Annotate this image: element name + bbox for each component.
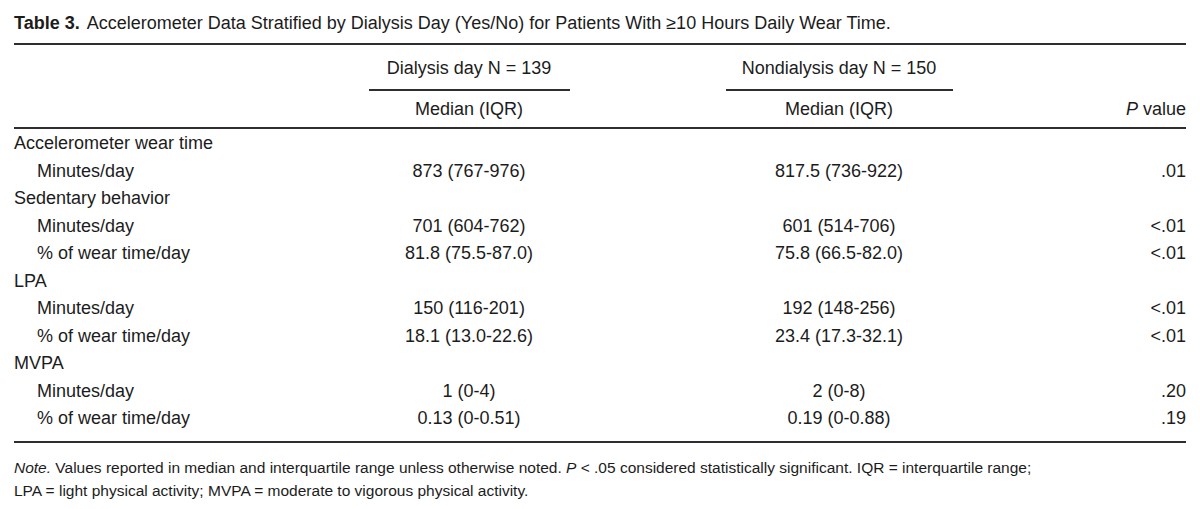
- table-row: Minutes/day 873 (767-976) 817.5 (736-922…: [14, 158, 1186, 186]
- row-label: Minutes/day: [14, 213, 344, 241]
- row-label: Minutes/day: [14, 378, 344, 406]
- column-header-median-dialysis: Median (IQR): [344, 99, 594, 120]
- p-value: <.01: [1084, 213, 1186, 241]
- table-row: % of wear time/day 0.13 (0-0.51) 0.19 (0…: [14, 405, 1186, 433]
- group-header-row: Dialysis day N = 139 Nondialysis day N =…: [14, 58, 1186, 91]
- column-header-row: Median (IQR) Median (IQR) P value: [14, 99, 1186, 120]
- table-row: MVPA: [14, 350, 1186, 378]
- note-line-2: LPA = light physical activity; MVPA = mo…: [14, 479, 1186, 502]
- nondialysis-value: 2 (0-8): [594, 378, 1084, 406]
- p-value: <.01: [1084, 295, 1186, 323]
- row-label: % of wear time/day: [14, 240, 344, 268]
- row-label: % of wear time/day: [14, 405, 344, 433]
- table-number-label: Table 3.: [14, 13, 80, 33]
- p-italic: P: [1126, 99, 1138, 119]
- row-label: Accelerometer wear time: [14, 130, 344, 158]
- column-header-p-value: P value: [1084, 99, 1186, 120]
- nondialysis-value: 601 (514-706): [594, 213, 1084, 241]
- table-title-text: Accelerometer Data Stratified by Dialysi…: [87, 13, 891, 33]
- table-row: Sedentary behavior: [14, 185, 1186, 213]
- table-row: Accelerometer wear time: [14, 130, 1186, 158]
- note-p-italic: P: [566, 459, 576, 476]
- nondialysis-value: 23.4 (17.3-32.1): [594, 323, 1084, 351]
- p-value: <.01: [1084, 323, 1186, 351]
- table-row: LPA: [14, 268, 1186, 296]
- dialysis-value: 873 (767-976): [344, 158, 594, 186]
- p-value: .19: [1084, 405, 1186, 433]
- table-row: Minutes/day 1 (0-4) 2 (0-8) .20: [14, 378, 1186, 406]
- table-row: % of wear time/day 18.1 (13.0-22.6) 23.4…: [14, 323, 1186, 351]
- p-value: .20: [1084, 378, 1186, 406]
- group-header-nondialysis: Nondialysis day N = 150: [726, 58, 953, 91]
- dialysis-value: 150 (116-201): [344, 295, 594, 323]
- row-label: Minutes/day: [14, 295, 344, 323]
- table-row: Minutes/day 150 (116-201) 192 (148-256) …: [14, 295, 1186, 323]
- table-note: Note. Values reported in median and inte…: [14, 456, 1186, 502]
- nondialysis-value: 0.19 (0-0.88): [594, 405, 1084, 433]
- note-line-1: Note. Values reported in median and inte…: [14, 456, 1186, 479]
- nondialysis-value: 75.8 (66.5-82.0): [594, 240, 1084, 268]
- dialysis-value: 701 (604-762): [344, 213, 594, 241]
- table-row: Minutes/day 701 (604-762) 601 (514-706) …: [14, 213, 1186, 241]
- dialysis-value: 1 (0-4): [344, 378, 594, 406]
- row-label: Minutes/day: [14, 158, 344, 186]
- row-label: MVPA: [14, 350, 344, 378]
- nondialysis-value: 817.5 (736-922): [594, 158, 1084, 186]
- column-header-median-nondialysis: Median (IQR): [594, 99, 1084, 120]
- row-label: LPA: [14, 268, 344, 296]
- row-label: Sedentary behavior: [14, 185, 344, 213]
- header-rule: [14, 127, 1186, 129]
- p-value: .01: [1084, 158, 1186, 186]
- table-body: Accelerometer wear time Minutes/day 873 …: [14, 130, 1186, 433]
- row-label: % of wear time/day: [14, 323, 344, 351]
- dialysis-value: 18.1 (13.0-22.6): [344, 323, 594, 351]
- p-value: <.01: [1084, 240, 1186, 268]
- table-figure: Table 3. Accelerometer Data Stratified by…: [0, 0, 1200, 509]
- table-title: Table 3. Accelerometer Data Stratified by…: [14, 0, 1186, 34]
- bottom-rule: [14, 441, 1186, 443]
- dialysis-value: 81.8 (75.5-87.0): [344, 240, 594, 268]
- dialysis-value: 0.13 (0-0.51): [344, 405, 594, 433]
- table-row: % of wear time/day 81.8 (75.5-87.0) 75.8…: [14, 240, 1186, 268]
- nondialysis-value: 192 (148-256): [594, 295, 1084, 323]
- top-rule: [14, 43, 1186, 45]
- group-header-dialysis: Dialysis day N = 139: [369, 58, 570, 91]
- note-label: Note.: [14, 459, 51, 476]
